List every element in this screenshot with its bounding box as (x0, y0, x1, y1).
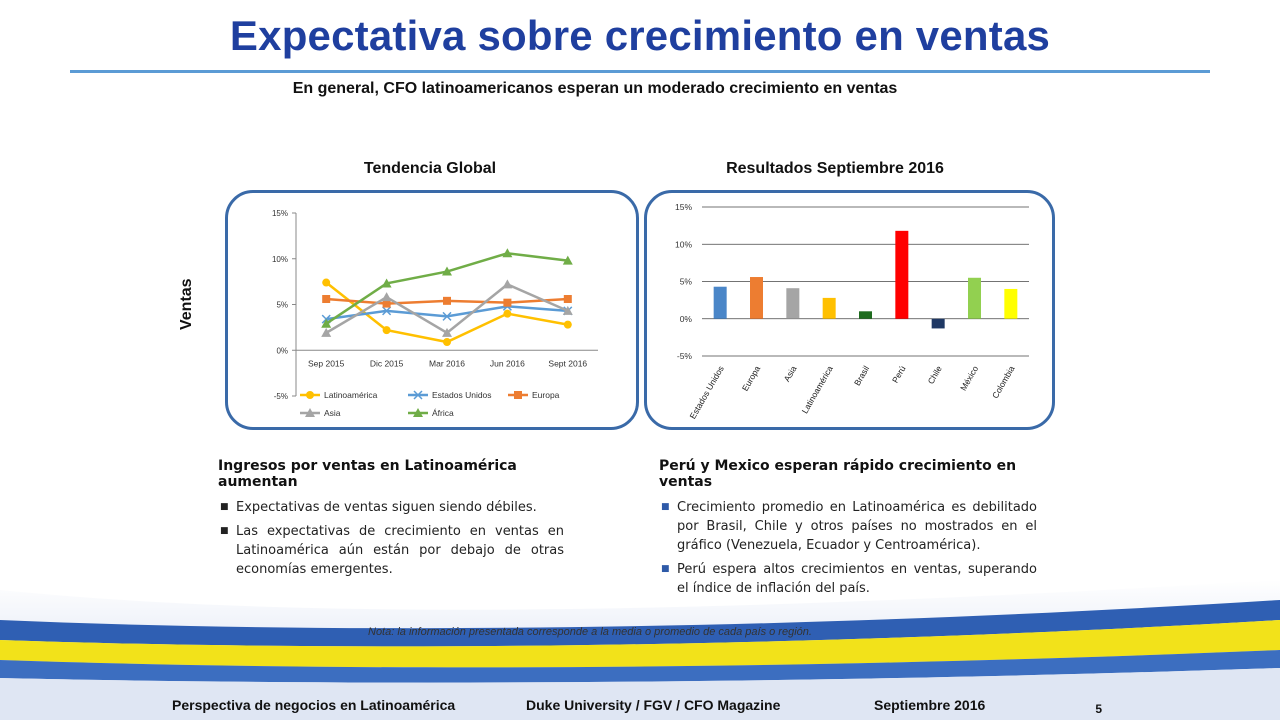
bullet-icon: ■ (220, 526, 229, 536)
data-point (443, 296, 451, 305)
right-text-heading: Perú y Mexico esperan rápido crecimiento… (659, 458, 1017, 490)
left-bullet-list: ■ Expectativas de ventas siguen siendo dé… (218, 498, 564, 579)
bar (822, 297, 836, 319)
y-tick-label: 5% (276, 301, 288, 310)
legend-label: Latinoamérica (324, 390, 378, 400)
data-point (562, 255, 573, 265)
x-tick-label: Chile (926, 364, 944, 386)
bar (968, 277, 981, 319)
bar-chart-panel: -5% 0% 5% 10% 15% Estados Unidos Europa Asia Lat… (644, 190, 1055, 430)
bar (859, 311, 872, 319)
data-point (382, 299, 391, 308)
y-tick-label: -5% (677, 351, 693, 361)
data-point (381, 292, 392, 302)
bar-chart: -5% 0% 5% 10% 15% Estados Unidos Europa Asia Lat… (675, 202, 1029, 421)
data-point (443, 338, 451, 347)
page-subtitle: En general, CFO latinoamericanos esperan… (292, 80, 898, 97)
line-chart-panel: -5% 0% 5% 10% 15% Sep 2015 Dic 2015 Mar 2016 Jun… (225, 190, 639, 430)
x-tick-label: Estados Unidos (687, 364, 725, 421)
data-point (502, 279, 513, 289)
y-tick-label: 0% (680, 314, 693, 324)
y-tick-label: 15% (272, 209, 288, 218)
legend-marker (305, 408, 315, 417)
data-point (381, 278, 392, 288)
x-tick-label: Asia (782, 364, 799, 384)
x-tick-label: Dic 2015 (370, 358, 404, 368)
data-point (322, 278, 331, 287)
bar (1004, 288, 1018, 319)
y-tick-label: 10% (675, 239, 692, 249)
list-item: ■ Crecimiento promedio en Latinoamérica e… (659, 498, 1037, 555)
y-tick-label: 0% (276, 346, 288, 355)
bullet-text: Perú espera altos crecimientos en ventas… (677, 562, 1037, 596)
list-item: ■ Expectativas de ventas siguen siendo dé… (218, 498, 564, 517)
legend-marker (306, 391, 314, 399)
title-divider (70, 70, 1210, 73)
list-item: ■ Perú espera altos crecimientos en venta… (659, 560, 1037, 598)
bar (931, 318, 945, 329)
data-point (563, 320, 572, 329)
bar (750, 277, 763, 319)
footer-right: Septiembre 2016 (874, 697, 986, 713)
legend-label: Europa (532, 390, 560, 400)
data-point (442, 327, 452, 337)
data-point (442, 311, 452, 321)
legend-marker (413, 408, 423, 417)
data-point (382, 326, 391, 335)
left-text-block: Ingresos por ventas en Latinoamérica aum… (218, 458, 564, 584)
x-tick-label: Colombia (990, 364, 1017, 400)
data-point (503, 309, 512, 318)
legend-marker (413, 390, 423, 400)
y-tick-label: 15% (675, 202, 692, 212)
page-title: Expectativa sobre crecimiento en ventas (229, 12, 1051, 59)
bullet-text: Crecimiento promedio en Latinoamérica es… (677, 500, 1037, 553)
data-point (382, 306, 392, 316)
left-text-heading: Ingresos por ventas en Latinoamérica aum… (218, 458, 517, 490)
x-tick-label: Latinoamérica (800, 364, 835, 415)
legend-label: Asia (324, 408, 341, 418)
y-tick-label: 10% (272, 255, 288, 264)
bullet-icon: ■ (661, 564, 670, 574)
bar (786, 288, 800, 319)
right-bullet-list: ■ Crecimiento promedio en Latinoamérica e… (659, 498, 1037, 598)
x-tick-label: Brasil (852, 364, 871, 388)
data-point (502, 248, 513, 258)
x-tick-label: Perú (890, 364, 908, 385)
footer-center: Duke University / FGV / CFO Magazine (526, 697, 781, 713)
legend-label: Estados Unidos (432, 390, 492, 400)
data-point (322, 295, 331, 304)
list-item: ■ Las expectativas de crecimiento en vent… (218, 522, 564, 579)
bullet-icon: ■ (220, 502, 229, 512)
footer-left: Perspectiva de negocios en Latinoamérica (172, 697, 456, 713)
bottom-decoration (0, 580, 1280, 720)
bar (713, 286, 727, 319)
right-text-block: Perú y Mexico esperan rápido crecimiento… (659, 458, 1037, 603)
y-tick-label: 5% (680, 277, 693, 287)
data-point (503, 298, 512, 307)
data-point (562, 305, 573, 315)
side-label: Ventas (178, 278, 195, 330)
legend-label: África (432, 408, 454, 418)
x-tick-label: Europa (740, 364, 763, 393)
x-tick-label: Mar 2016 (429, 358, 465, 368)
line-chart: -5% 0% 5% 10% 15% Sep 2015 Dic 2015 Mar 2016 Jun… (272, 209, 598, 418)
bullet-text: Las expectativas de crecimiento en venta… (236, 524, 564, 577)
right-panel-title: Resultados Septiembre 2016 (726, 160, 944, 177)
x-tick-label: Jun 2016 (490, 358, 525, 368)
x-tick-label: Sept 2016 (548, 358, 587, 368)
legend-marker (514, 391, 522, 399)
bullet-icon: ■ (661, 502, 670, 512)
data-point (563, 295, 572, 304)
bullet-text: Expectativas de ventas siguen siendo déb… (236, 500, 537, 515)
y-tick-label: -5% (274, 392, 288, 401)
footnote: Nota: la información presentada correspo… (368, 626, 812, 638)
data-point (321, 318, 332, 328)
data-point (321, 327, 332, 337)
x-tick-label: Sep 2015 (308, 358, 345, 368)
x-tick-label: México (958, 364, 980, 393)
bar (895, 230, 909, 319)
page-number: 5 (1095, 702, 1102, 716)
left-panel-title: Tendencia Global (363, 160, 497, 177)
data-point (442, 266, 452, 276)
